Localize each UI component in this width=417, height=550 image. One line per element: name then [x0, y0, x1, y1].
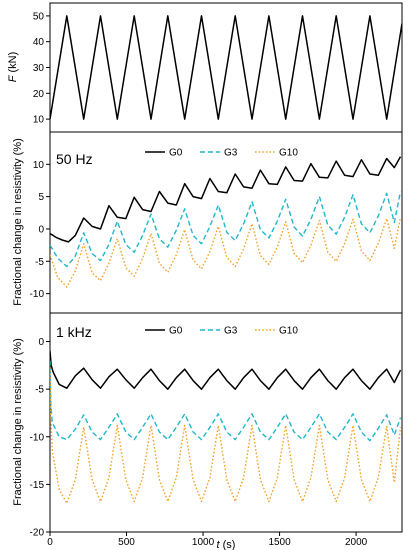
x-axis-var: t [217, 539, 221, 550]
legend-label-g10: G10 [279, 326, 298, 337]
legend-label-g0: G0 [169, 326, 183, 337]
50hz-y-tick-label: 10 [33, 160, 45, 171]
force-y-axis-var: F [7, 74, 19, 82]
force-panel: 10 20 30 40 50 F (kN) [7, 2, 403, 133]
50hz-y-axis-label: Fractional change in resistivity (%) [12, 138, 24, 306]
1khz-y-axis-label: Fractional change in resistivity (%) [12, 338, 24, 506]
x-tick-label: 2000 [345, 537, 368, 548]
1khz-y-tick-label: -20 [30, 528, 45, 539]
50hz-annotation: 50 Hz [56, 151, 93, 167]
force-series-line [50, 15, 402, 120]
50hz-series-g0 [50, 156, 402, 243]
1khz-panel-frame [49, 312, 403, 533]
50hz-legend: G0 G3 G10 [145, 148, 298, 159]
resistivity-50hz-panel: -10 -5 0 5 10 50 Hz G0 G3 G10 Fractional chang… [12, 131, 403, 314]
x-tick-label: 500 [118, 537, 135, 548]
1khz-y-tick-label: 0 [38, 337, 44, 348]
legend-label-g3: G3 [224, 148, 238, 159]
1khz-y-tick-label: -15 [30, 480, 45, 491]
x-axis-label: t (s) [217, 539, 236, 550]
1khz-series-g10 [50, 370, 402, 505]
50hz-y-tick-label: -10 [30, 289, 45, 300]
force-y-tick-label: 40 [33, 37, 45, 48]
force-y-tick-label: 20 [33, 89, 45, 100]
resistivity-1khz-panel: -20 -15 -10 -5 0 0 500 1000 1500 2000 1 kHz G0 G3… [12, 312, 403, 550]
force-y-axis-label: F (kN) [7, 52, 19, 83]
50hz-y-ticks: -10 -5 0 5 10 [30, 160, 50, 300]
x-axis-unit: (s) [220, 539, 236, 550]
x-tick-label: 1500 [268, 537, 291, 548]
legend-label-g3: G3 [224, 326, 238, 337]
50hz-y-tick-label: -5 [35, 257, 44, 268]
legend-label-g10: G10 [279, 148, 298, 159]
x-tick-label: 1000 [192, 537, 215, 548]
force-y-axis-unit: (kN) [7, 52, 19, 76]
force-y-tick-label: 30 [33, 63, 45, 74]
1khz-y-ticks: -20 -15 -10 -5 0 [30, 337, 50, 539]
force-series [50, 15, 402, 120]
50hz-series-g3 [50, 191, 402, 268]
1khz-legend: G0 G3 G10 [145, 326, 298, 337]
force-y-tick-label: 10 [33, 115, 45, 126]
50hz-y-tick-label: 0 [38, 224, 44, 235]
x-ticks: 0 500 1000 1500 2000 [47, 532, 368, 548]
1khz-annotation: 1 kHz [56, 324, 92, 340]
50hz-series [50, 156, 402, 288]
50hz-series-g10 [50, 217, 402, 288]
1khz-y-tick-label: -10 [30, 432, 45, 443]
50hz-y-tick-label: 5 [38, 192, 44, 203]
1khz-series-g0 [50, 351, 402, 390]
force-y-ticks: 10 20 30 40 50 [33, 11, 50, 126]
force-y-tick-label: 50 [33, 11, 45, 22]
1khz-y-tick-label: -5 [35, 385, 44, 396]
x-tick-label: 0 [47, 537, 53, 548]
legend-label-g0: G0 [169, 148, 183, 159]
1khz-series-g3 [50, 360, 402, 442]
1khz-series [50, 351, 402, 505]
